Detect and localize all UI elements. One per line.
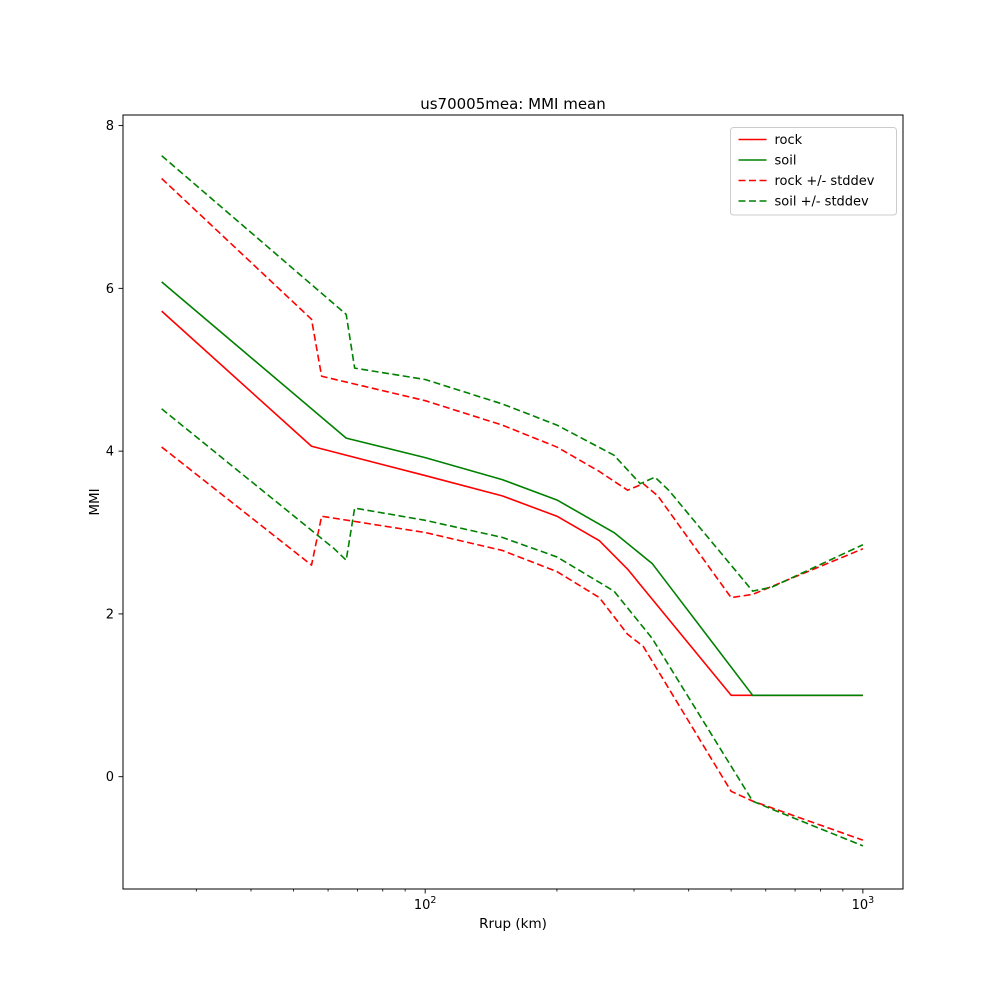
legend: rock soil rock +/- stddev soil +/- stddev bbox=[730, 127, 897, 216]
legend-label: rock bbox=[775, 133, 803, 148]
series-line-soil-stddev bbox=[161, 408, 864, 847]
axes-background bbox=[123, 115, 903, 889]
y-tick-label: 8 bbox=[106, 119, 114, 134]
y-tick-label: 2 bbox=[106, 607, 114, 622]
legend-label: soil bbox=[775, 154, 797, 169]
y-tick-label: 0 bbox=[106, 770, 114, 785]
y-ticks: 0 2 4 6 8 bbox=[106, 119, 123, 785]
series-line-soil bbox=[161, 281, 863, 697]
y-tick-label: 6 bbox=[106, 282, 114, 297]
y-tick-label: 4 bbox=[106, 445, 114, 460]
legend-label: soil +/- stddev bbox=[775, 195, 870, 210]
x-major-ticks: 102 103 bbox=[414, 889, 874, 913]
axes-spines bbox=[122, 114, 904, 890]
series-line-soil-stddev bbox=[161, 155, 864, 592]
x-axis-label: Rrup (km) bbox=[479, 916, 547, 932]
x-tick-label: 102 bbox=[414, 895, 437, 913]
legend-box bbox=[730, 127, 897, 216]
x-tick-label: 103 bbox=[852, 895, 875, 913]
legend-label: rock +/- stddev bbox=[775, 174, 875, 189]
series-line-rock-stddev bbox=[161, 446, 864, 841]
series-line-rock bbox=[161, 310, 863, 697]
series-line-rock-stddev bbox=[161, 177, 864, 599]
chart-title: us70005mea: MMI mean bbox=[420, 95, 606, 113]
